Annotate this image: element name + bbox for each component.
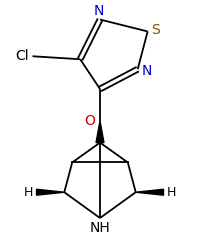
Text: H: H xyxy=(166,186,176,199)
Text: Cl: Cl xyxy=(15,49,28,63)
Text: N: N xyxy=(142,64,152,78)
Text: H: H xyxy=(24,186,34,199)
Polygon shape xyxy=(136,189,164,195)
Polygon shape xyxy=(37,189,64,195)
Polygon shape xyxy=(96,121,104,143)
Text: N: N xyxy=(94,4,104,17)
Text: O: O xyxy=(84,114,95,128)
Text: S: S xyxy=(152,23,160,38)
Text: NH: NH xyxy=(90,221,110,235)
